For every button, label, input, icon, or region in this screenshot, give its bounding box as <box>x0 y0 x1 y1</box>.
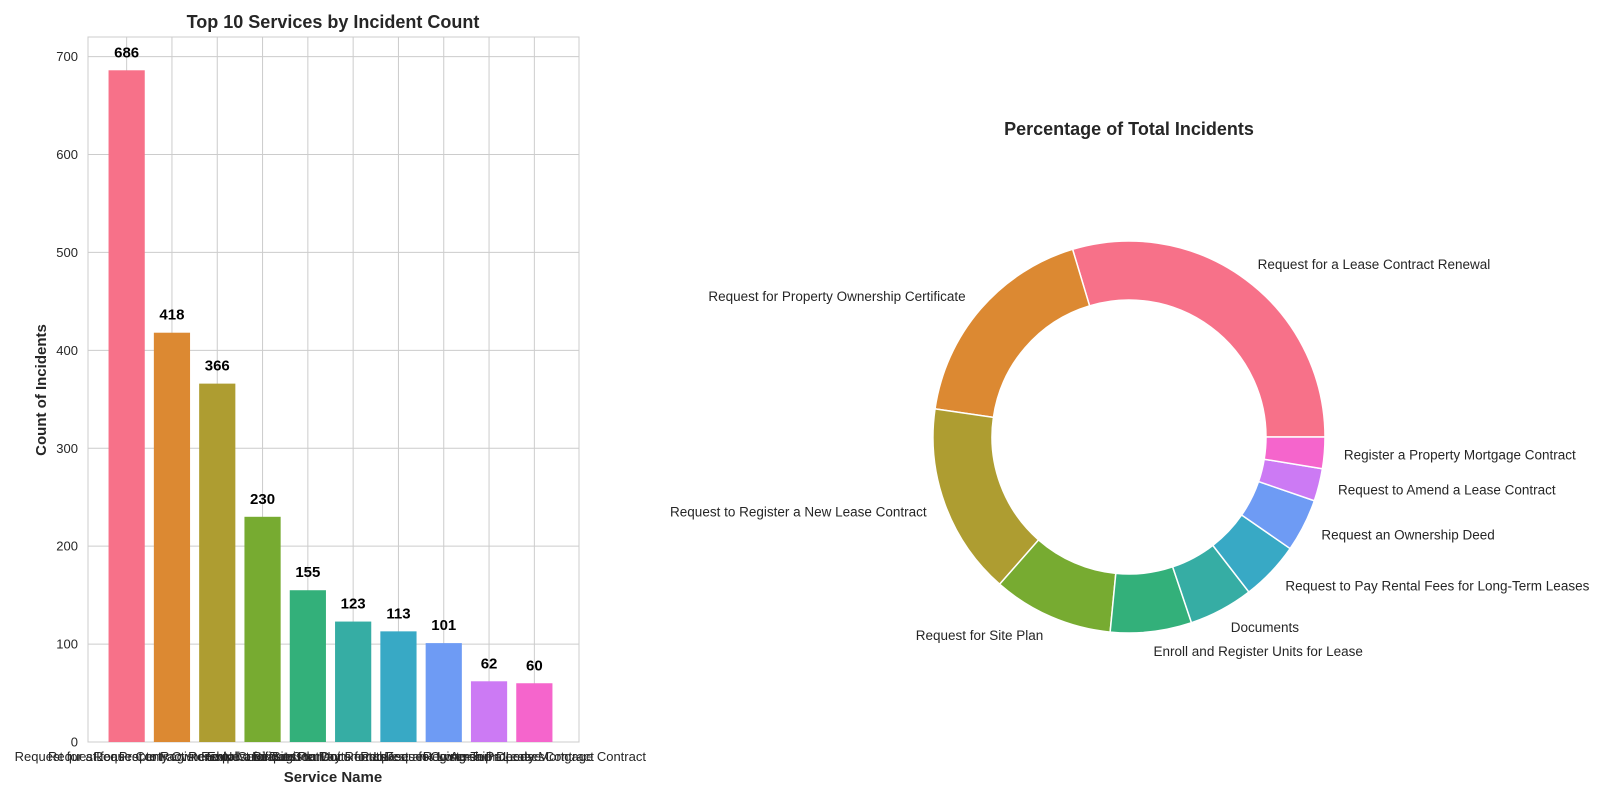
bar-request-for-property-ownership-certificate <box>153 332 191 742</box>
bar-register-a-property-mortgage-contract <box>516 683 553 742</box>
bar-x-axis-label: Service Name <box>284 769 382 786</box>
bar-request-to-amend-a-lease-contract <box>470 681 508 742</box>
y-tick-label: 0 <box>71 735 78 750</box>
slice-request-for-property-ownership-certificate <box>934 248 1091 419</box>
slice-label: Documents <box>1231 620 1300 635</box>
x-tick-label: Request to Amend a Lease Contract <box>384 749 594 764</box>
x-tick-label: Request for Property Ownership Certifica… <box>48 749 296 764</box>
bar-documents <box>335 621 372 742</box>
bar-chart-title: Top 10 Services by Incident Count <box>187 12 480 32</box>
bar-value-label: 155 <box>295 564 320 581</box>
x-tick-label: Request for a Lease Contract Renewal <box>15 749 239 764</box>
bar-value-label: 686 <box>114 44 139 61</box>
bar-value-label: 418 <box>159 307 184 324</box>
bar-value-label: 101 <box>431 617 456 634</box>
slice-label: Request for Site Plan <box>916 628 1044 643</box>
slice-label: Request to Pay Rental Fees for Long-Term… <box>1285 578 1589 593</box>
bar-request-for-a-lease-contract-renewal <box>108 70 145 742</box>
bar-enroll-and-register-units-for-lease <box>289 590 326 742</box>
slice-label: Request for Property Ownership Certifica… <box>708 289 965 304</box>
bar-value-label: 123 <box>341 596 366 613</box>
x-tick-label: Documents <box>320 749 386 764</box>
bar-value-label: 113 <box>386 605 410 622</box>
slice-label: Request for a Lease Contract Renewal <box>1258 257 1491 272</box>
bar-chart: 0 100 200 300 400 500 600 700 Request for a Lea… <box>15 12 647 786</box>
slice-label: Register a Property Mortgage Contract <box>1344 448 1576 463</box>
bar-request-to-register-a-new-lease-contract <box>199 383 236 742</box>
slice-request-for-a-lease-contract-renewal <box>1071 240 1326 438</box>
x-tick-label: Request to Pay Rental Fees for Long-Term… <box>252 749 545 764</box>
bar-value-label: 366 <box>205 358 230 375</box>
donut-slices <box>932 240 1326 634</box>
bar-value-labels: 686 418 366 230 155 123 113 101 62 60 <box>114 44 543 674</box>
x-tick-label: Request to Register a New Lease Contract <box>94 749 342 764</box>
y-tick-label: 600 <box>56 147 78 162</box>
bar-request-an-ownership-deed <box>425 643 462 742</box>
bar-marks <box>108 70 553 742</box>
y-tick-label: 200 <box>56 539 78 554</box>
slice-label: Enroll and Register Units for Lease <box>1154 644 1363 659</box>
bar-value-label: 60 <box>526 657 543 674</box>
bar-request-for-site-plan <box>244 516 281 742</box>
bar-value-label: 230 <box>250 491 275 508</box>
slice-label: Request an Ownership Deed <box>1321 527 1494 542</box>
y-tick-label: 400 <box>56 343 78 358</box>
bar-value-label: 62 <box>481 655 498 672</box>
x-tick-label: Enroll and Register Units for Lease <box>207 749 409 764</box>
x-tick-label: Request for Site Plan <box>201 749 324 764</box>
x-tick-label: Request an Ownership Deed <box>360 749 527 764</box>
donut-labels: Request for a Lease Contract Renewal Requ… <box>670 257 1590 659</box>
bar-request-to-pay-rental-fees-for-long-term-leases <box>380 631 417 742</box>
bar-y-ticks: 0 100 200 300 400 500 600 700 <box>56 49 78 749</box>
y-tick-label: 500 <box>56 245 78 260</box>
donut-chart-title: Percentage of Total Incidents <box>1004 119 1254 139</box>
slice-register-a-property-mortgage-contract <box>1263 436 1326 470</box>
slice-label: Request to Register a New Lease Contract <box>670 505 927 520</box>
x-tick-label: Register a Property Mortgage Contract <box>423 749 647 764</box>
y-tick-label: 700 <box>56 49 78 64</box>
y-tick-label: 100 <box>56 637 78 652</box>
y-tick-label: 300 <box>56 441 78 456</box>
donut-chart: Percentage of Total Incidents Request fo… <box>670 119 1590 659</box>
slice-label: Request to Amend a Lease Contract <box>1338 483 1556 498</box>
bar-y-axis-label: Count of Incidents <box>33 324 50 456</box>
bar-x-ticks: Request for a Lease Contract RenewalRequ… <box>15 749 647 764</box>
